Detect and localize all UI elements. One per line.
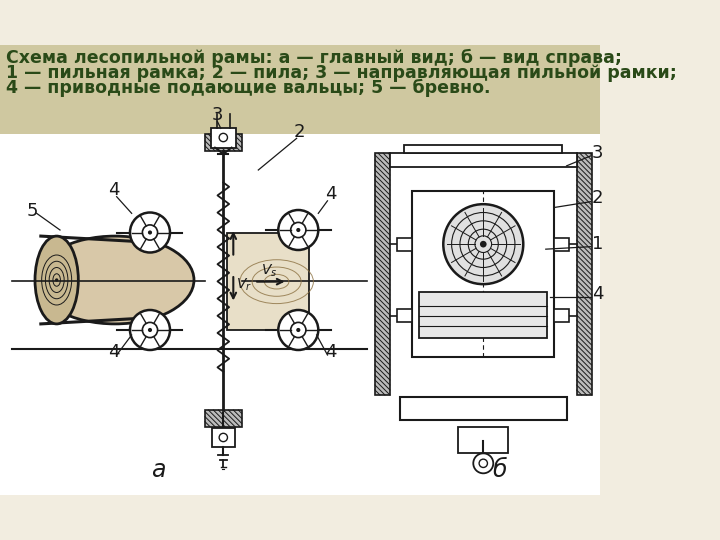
Circle shape <box>55 278 58 282</box>
Bar <box>397 238 413 251</box>
Circle shape <box>480 241 487 247</box>
Bar <box>212 428 235 447</box>
Bar <box>0 45 600 134</box>
Bar <box>205 410 242 427</box>
Bar <box>404 145 562 153</box>
Text: 4: 4 <box>108 343 120 361</box>
Text: 4: 4 <box>325 343 336 361</box>
Circle shape <box>130 310 170 350</box>
Bar <box>413 191 554 357</box>
Circle shape <box>296 328 300 332</box>
Text: 1 — пильная рамка; 2 — пила; 3 — направляющая пильной рамки;: 1 — пильная рамка; 2 — пила; 3 — направл… <box>6 64 677 82</box>
Circle shape <box>148 328 152 332</box>
Text: 4 — приводные подающие вальцы; 5 — бревно.: 4 — приводные подающие вальцы; 5 — бревн… <box>6 79 490 97</box>
Text: 4: 4 <box>325 185 336 203</box>
Circle shape <box>279 310 318 350</box>
Bar <box>554 309 569 322</box>
Bar <box>211 127 236 147</box>
Circle shape <box>444 204 523 284</box>
Text: 4: 4 <box>592 285 603 303</box>
Bar <box>400 397 567 420</box>
Bar <box>397 309 413 322</box>
Ellipse shape <box>35 236 78 324</box>
Bar <box>390 153 577 167</box>
Text: 4: 4 <box>108 181 120 199</box>
Circle shape <box>130 213 170 253</box>
Bar <box>419 293 547 339</box>
Ellipse shape <box>36 236 194 324</box>
Bar <box>228 233 309 330</box>
Text: 1: 1 <box>592 235 603 253</box>
Text: 5: 5 <box>27 202 38 220</box>
Text: 3: 3 <box>212 106 223 124</box>
Text: Схема лесопильной рамы: а — главный вид; б — вид справа;: Схема лесопильной рамы: а — главный вид;… <box>6 49 622 68</box>
Bar <box>0 134 600 495</box>
Text: 2: 2 <box>293 123 305 141</box>
Text: б: б <box>492 457 508 482</box>
Bar <box>205 134 242 151</box>
Circle shape <box>473 453 493 474</box>
Text: 3: 3 <box>592 144 603 161</box>
Bar <box>577 153 592 395</box>
Text: а: а <box>151 457 166 482</box>
Bar <box>375 153 390 395</box>
Text: $V_r$: $V_r$ <box>236 276 252 293</box>
Circle shape <box>296 228 300 232</box>
Circle shape <box>148 231 152 234</box>
Text: 2: 2 <box>592 190 603 207</box>
Bar <box>554 238 569 251</box>
Circle shape <box>219 433 228 442</box>
Circle shape <box>219 133 228 141</box>
Circle shape <box>279 210 318 250</box>
Text: $V_s$: $V_s$ <box>261 263 277 279</box>
Bar <box>459 427 508 453</box>
